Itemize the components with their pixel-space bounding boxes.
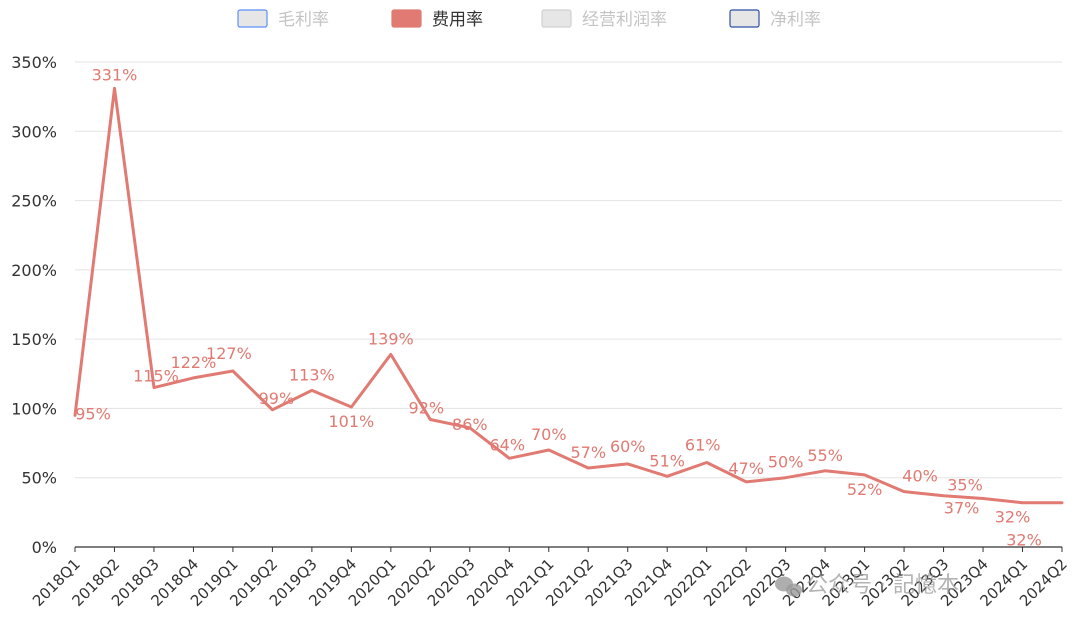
data-label: 37% bbox=[944, 499, 980, 518]
data-label: 57% bbox=[570, 443, 606, 462]
y-tick-label: 100% bbox=[11, 399, 57, 418]
data-label: 64% bbox=[489, 435, 525, 454]
data-label: 99% bbox=[259, 389, 295, 408]
data-label: 101% bbox=[328, 412, 374, 431]
legend-swatch bbox=[729, 9, 760, 28]
watermark-text: 公众号 · 記憶本 bbox=[806, 573, 959, 598]
data-label: 113% bbox=[289, 365, 335, 384]
data-label: 32% bbox=[1006, 531, 1042, 550]
data-label: 92% bbox=[409, 399, 445, 418]
data-label: 60% bbox=[610, 437, 646, 456]
data-label: 70% bbox=[531, 425, 567, 444]
data-label: 51% bbox=[649, 451, 685, 470]
y-axis: 0% 50% 100% 150% 200% 250% 300% 350% bbox=[11, 53, 57, 557]
data-label: 32% bbox=[995, 508, 1031, 527]
legend-swatch bbox=[391, 9, 422, 28]
legend-label: 费用率 bbox=[432, 10, 483, 30]
data-label: 86% bbox=[452, 415, 488, 434]
legend-swatch bbox=[541, 9, 572, 28]
watermark: 公众号 · 記憶本 bbox=[775, 573, 959, 598]
legend[interactable]: 毛利率 费用率 经营利润率 净利率 bbox=[237, 9, 821, 30]
y-tick-label: 150% bbox=[11, 330, 57, 349]
data-label: 35% bbox=[947, 476, 983, 495]
y-tick-label: 250% bbox=[11, 192, 57, 211]
data-label: 122% bbox=[171, 353, 217, 372]
legend-item-1[interactable]: 毛利率 bbox=[237, 9, 329, 30]
legend-item-3[interactable]: 经营利润率 bbox=[541, 9, 667, 30]
legend-item-2[interactable]: 费用率 bbox=[391, 9, 483, 30]
data-label: 127% bbox=[206, 344, 252, 363]
y-tick-label: 200% bbox=[11, 261, 57, 280]
series-line bbox=[73, 86, 1064, 505]
wechat-icon bbox=[775, 576, 802, 597]
data-labels: 95% 331% 115%122%127% 99% 113% 101% 139% 92% 86%… bbox=[75, 65, 1042, 549]
legend-label: 经营利润率 bbox=[582, 10, 667, 30]
y-tick-label: 300% bbox=[11, 122, 57, 141]
legend-label: 净利率 bbox=[770, 10, 821, 30]
data-label: 61% bbox=[685, 435, 721, 454]
data-label: 52% bbox=[847, 480, 883, 499]
legend-swatch bbox=[237, 9, 268, 28]
grid-lines bbox=[75, 61, 1062, 548]
y-tick-label: 50% bbox=[21, 469, 57, 488]
data-label: 47% bbox=[728, 459, 764, 478]
legend-item-4[interactable]: 净利率 bbox=[729, 9, 821, 30]
data-label: 139% bbox=[368, 329, 414, 348]
data-label: 115% bbox=[133, 367, 179, 386]
data-label: 50% bbox=[768, 453, 804, 472]
data-label: 40% bbox=[902, 467, 938, 486]
data-label: 55% bbox=[807, 446, 843, 465]
y-tick-label: 0% bbox=[32, 538, 57, 557]
y-tick-label: 350% bbox=[11, 53, 57, 72]
series-layer bbox=[73, 86, 1064, 505]
legend-label: 毛利率 bbox=[278, 10, 329, 30]
data-label: 95% bbox=[75, 404, 111, 423]
data-label: 331% bbox=[92, 65, 138, 84]
